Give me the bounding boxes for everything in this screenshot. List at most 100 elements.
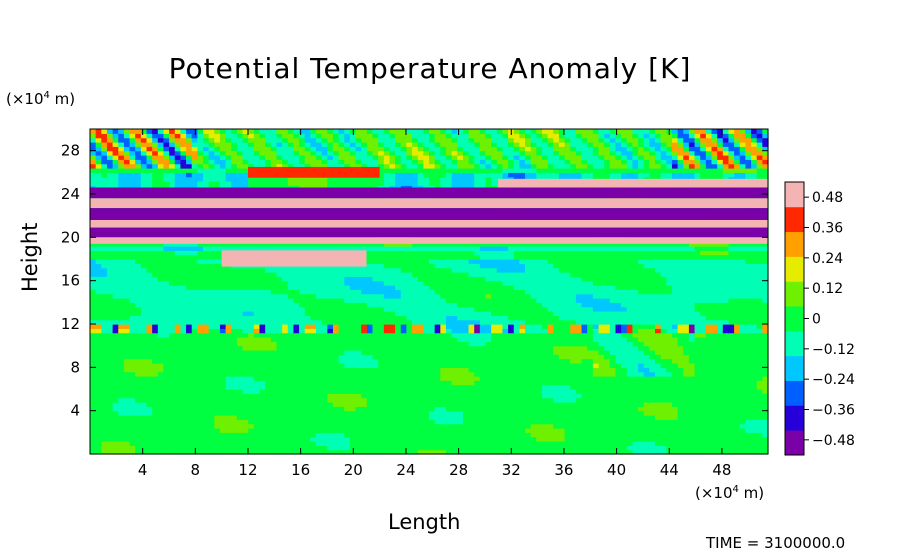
heatmap-cell [762,358,769,364]
heatmap-cell [389,389,396,394]
heatmap-cell [236,376,244,381]
heatmap-cell [587,384,594,390]
heatmap-cell [655,402,662,407]
heatmap-cell [745,332,752,338]
heatmap-cell [587,350,594,355]
heatmap-cell [677,315,684,321]
heatmap-cell [598,415,605,420]
heatmap-cell [485,280,492,286]
heatmap-cell [123,358,131,364]
heatmap-cell [581,289,588,295]
heatmap-cell [146,432,153,438]
heatmap-cell [513,402,520,407]
heatmap-cell [180,285,187,290]
heatmap-cell [553,419,560,425]
heatmap-cell [434,428,441,433]
heatmap-cell [316,358,323,364]
heatmap-cell [287,315,294,321]
heatmap-cell [429,324,436,329]
heatmap-cell [587,289,594,295]
heatmap-cell [700,345,707,351]
heatmap-cell [666,328,673,334]
heatmap-cell [553,423,560,429]
heatmap-cell [434,432,441,438]
heatmap-cell [366,363,374,368]
heatmap-cell [112,298,119,303]
heatmap-cell [214,298,221,303]
heatmap-cell [287,298,294,303]
heatmap-cell [677,276,684,282]
heatmap-cell [383,371,391,377]
heatmap-cell [180,428,187,433]
heatmap-cell [191,293,198,299]
heatmap-cell [118,293,125,299]
heatmap-cell [157,354,165,360]
heatmap-cell [276,449,283,455]
heatmap-cell [253,285,261,290]
heatmap-cell [152,445,159,451]
heatmap-cell [293,449,300,455]
heatmap-cell [400,354,407,360]
heatmap-cell [186,393,193,399]
heatmap-cell [592,367,600,373]
heatmap-cell [700,371,707,377]
heatmap-cell [101,397,108,403]
heatmap-cell [180,358,187,364]
heatmap-cell [592,406,600,412]
heatmap-cell [513,449,520,455]
heatmap-cell [163,393,170,399]
heatmap-cell [756,363,763,368]
heatmap-cell [293,302,300,308]
heatmap-cell [688,397,696,403]
heatmap-cell [542,402,549,407]
heatmap-cell [361,441,368,446]
heatmap-cell [660,350,667,355]
heatmap-cell [558,371,566,377]
heatmap-cell [468,415,475,420]
heatmap-cell [638,441,645,446]
heatmap-cell [745,289,752,295]
heatmap-cell [265,423,272,429]
heatmap-cell [502,332,509,338]
heatmap-cell [310,345,317,351]
heatmap-cell [270,402,278,407]
heatmap-cell [293,445,300,451]
heatmap-cell [649,302,656,308]
heatmap-cell [174,306,181,312]
heatmap-cell [553,345,560,351]
heatmap-cell [236,415,244,420]
heatmap-cell [412,423,419,429]
heatmap-cell [491,280,498,286]
heatmap-cell [180,419,187,425]
heatmap-cell [700,358,707,364]
heatmap-cell [722,376,730,381]
heatmap-cell [146,341,153,347]
heatmap-cell [197,393,204,399]
heatmap-cell [513,337,520,342]
heatmap-cell [751,319,758,325]
heatmap-cell [570,354,577,360]
heatmap-cell [219,337,227,342]
heatmap-cell [163,315,170,321]
heatmap-cell [112,436,119,442]
heatmap-cell [406,423,413,429]
heatmap-cell [349,393,357,399]
heatmap-cell [728,367,735,373]
heatmap-cell [638,376,645,381]
heatmap-cell [542,306,549,312]
heatmap-cell [361,272,368,277]
heatmap-cell [191,410,198,416]
heatmap-cell [327,367,334,373]
heatmap-cell [683,415,690,420]
heatmap-cell [101,415,108,420]
heatmap-cell [406,371,413,377]
heatmap-cell [429,289,436,295]
heatmap-cell [231,371,238,377]
heatmap-cell [491,311,498,316]
heatmap-cell [638,345,645,351]
heatmap-cell [638,432,645,438]
heatmap-cell [683,371,690,377]
heatmap-cell [688,445,696,451]
heatmap-cell [440,332,447,338]
